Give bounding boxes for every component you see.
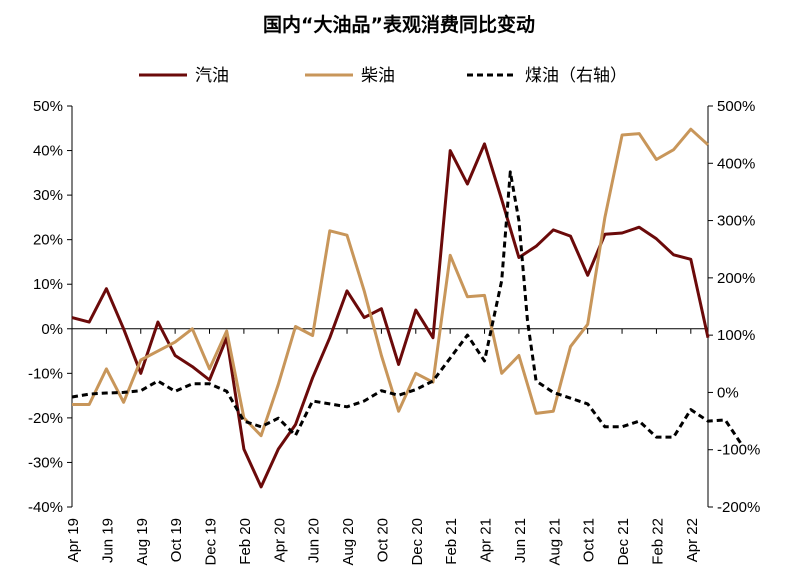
axes: 50% 40% 30% 20% 10% 0% -10% -20% -30% -40% 500% 400… [28, 98, 760, 566]
y-left-tick-label: 40% [33, 143, 63, 160]
y-left-tick-label: 50% [33, 98, 63, 115]
series-layer [71, 127, 744, 489]
y-left-tick-label: 0% [41, 321, 63, 338]
x-tick-label: Oct 19 [168, 518, 185, 562]
y-right-tick-label: 100% [717, 327, 755, 344]
x-tick-label: Apr 20 [271, 518, 288, 562]
x-tick-label: Oct 20 [374, 518, 391, 562]
x-tick-label: Apr 21 [478, 518, 495, 562]
y-left-tick-label: 30% [33, 187, 63, 204]
y-right-tick-label: 400% [717, 155, 755, 172]
x-tick-label: Apr 22 [684, 518, 701, 562]
x-tick-label: Dec 20 [409, 518, 426, 566]
series-line-gasoline [71, 142, 710, 489]
x-tick-label: Dec 19 [203, 518, 220, 566]
x-tick-label: Feb 20 [237, 518, 254, 565]
x-tick-label: Jun 19 [99, 518, 116, 563]
y-right-tick-label: 300% [717, 213, 755, 230]
y-left-tick-label: -10% [28, 365, 63, 382]
y-right-tick-label: -100% [717, 442, 760, 459]
x-tick-label: Jun 21 [512, 518, 529, 563]
x-tick-label: Jun 20 [306, 518, 323, 563]
x-tick-label: Apr 19 [65, 518, 82, 562]
legend-label-gasoline: 汽油 [195, 66, 229, 86]
x-tick-label: Aug 20 [340, 518, 357, 566]
x-tick-label: Dec 21 [615, 518, 632, 566]
y-left-tick-label: -40% [28, 499, 63, 516]
x-tick-label: Oct 21 [581, 518, 598, 562]
series-line-diesel [72, 127, 710, 438]
x-tick-label: Aug 21 [546, 518, 563, 566]
y-left-tick-label: 10% [33, 276, 63, 293]
y-right-tick-label: -200% [717, 499, 760, 516]
chart-title: 国内“大油品”表观消费同比变动 [263, 13, 535, 36]
series-line-kerosene [71, 170, 744, 447]
y-left-tick-label: -20% [28, 410, 63, 427]
legend-label-kerosene: 煤油（右轴） [525, 66, 627, 86]
y-right-tick-label: 200% [717, 270, 755, 287]
legend: 汽油 柴油 煤油（右轴） [139, 66, 627, 86]
legend-label-diesel: 柴油 [361, 66, 395, 86]
y-right-tick-label: 0% [717, 384, 739, 401]
x-tick-label: Aug 19 [134, 518, 151, 566]
x-tick-label: Feb 21 [443, 518, 460, 565]
y-left-tick-label: -30% [28, 454, 63, 471]
y-right-tick-label: 500% [717, 98, 755, 115]
x-tick-label: Feb 22 [649, 518, 666, 565]
y-left-tick-label: 20% [33, 232, 63, 249]
